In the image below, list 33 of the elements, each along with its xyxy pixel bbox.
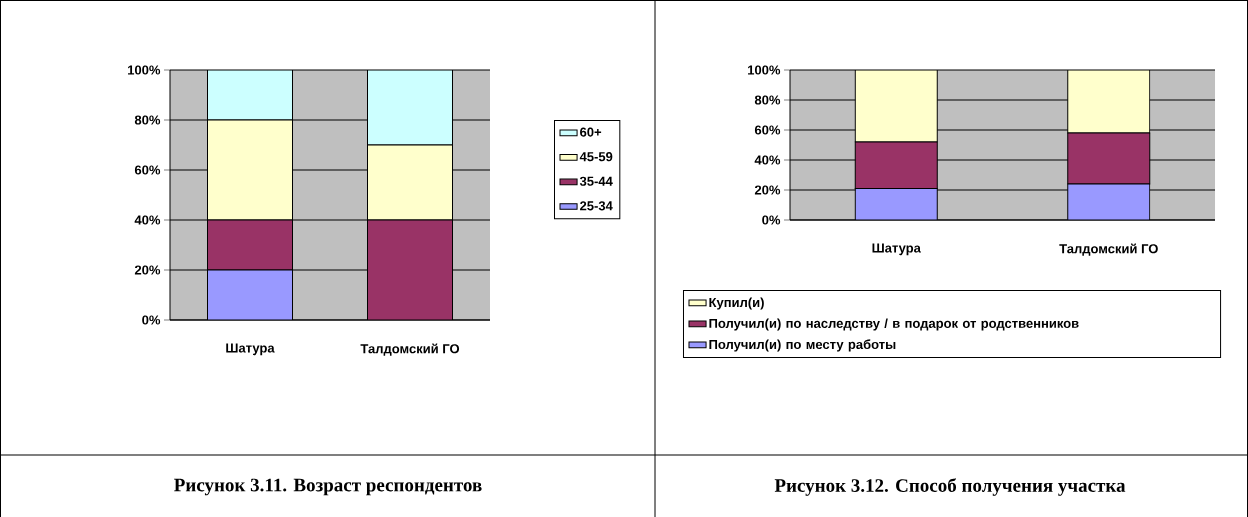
y-tick-label: 60% (754, 125, 781, 135)
bar (854, 188, 938, 220)
text: Рисунок 3.11. Возраст респондентов (174, 478, 482, 496)
y-tick-label: 0% (762, 215, 781, 225)
text: Рисунок 3.12. Способ получения участка (774, 478, 1126, 496)
legend-label: Купил(и) (709, 297, 764, 310)
y-tick-label: 0% (142, 315, 161, 325)
legend-label: Получил(и) по месту работы (709, 339, 896, 352)
bar (367, 70, 453, 146)
bar (1067, 183, 1151, 220)
y-tick-label: 40% (754, 155, 781, 165)
y-tick-label: 20% (134, 265, 161, 275)
y-tick-label: 40% (134, 215, 161, 225)
bar (854, 70, 938, 143)
x-tick-label: Шатура (872, 243, 921, 256)
bar (367, 219, 453, 320)
x-tick-label: Талдомский ГО (360, 343, 460, 356)
x-tick-label: Шатура (226, 343, 275, 356)
legend-label: 60+ (580, 127, 602, 137)
x-tick-label: Талдомский ГО (1059, 243, 1158, 256)
bar (207, 70, 293, 121)
y-tick-label: 100% (128, 65, 161, 75)
y-tick-label: 80% (754, 95, 781, 105)
y-tick-label: 80% (134, 115, 161, 125)
legend-label: 25-34 (580, 201, 613, 211)
bar (1067, 70, 1151, 134)
y-tick-label: 60% (134, 165, 161, 175)
bar (207, 219, 293, 271)
y-tick-label: 20% (754, 185, 781, 195)
legend-label: 35-44 (579, 176, 613, 186)
legend-label: Получил(и) по наследству / в подарок от родственников (709, 318, 1079, 331)
y-tick-label: 100% (748, 65, 781, 75)
legend-label: 45-59 (579, 152, 613, 162)
